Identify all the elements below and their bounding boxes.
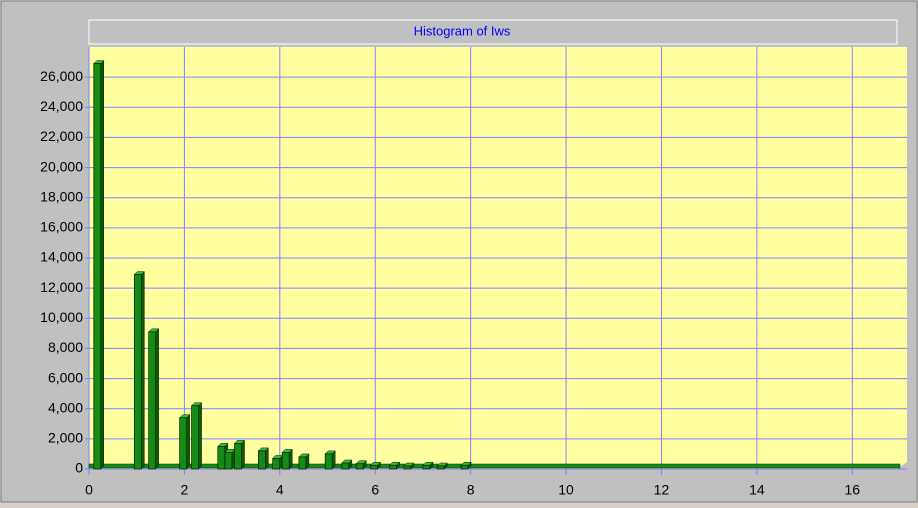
bar [148,328,160,470]
bar [298,453,310,470]
y-tick-label: 8,000 [48,339,83,355]
bar-part [281,452,290,470]
bar [324,450,336,470]
y-tick-label: 18,000 [40,188,83,204]
bar [436,462,448,470]
x-tick-label: 8 [467,482,475,498]
bar-part [141,270,145,470]
bar-part [234,443,242,470]
bar [190,402,203,470]
bar-part [179,417,187,470]
bar-part [341,462,350,470]
bar-part [224,452,233,470]
x-tick-label: 2 [181,482,189,498]
bar-part [241,439,245,470]
bar-part [191,405,199,470]
x-tick-label: 0 [85,482,93,498]
bar [93,59,105,470]
x-tick-label: 10 [558,482,574,498]
bar [179,414,191,470]
x-tick-label: 14 [749,482,765,498]
bar-part [258,450,266,470]
bar-part [298,456,307,470]
bar-part [155,328,159,470]
x-tick-label: 12 [654,482,670,498]
bar [257,447,269,470]
chart-title: Histogram of Iws [414,23,511,38]
bar [422,461,434,470]
y-tick-label: 16,000 [40,219,83,235]
bar-part [355,463,364,470]
y-tick-label: 24,000 [40,98,83,114]
bar [460,461,472,470]
y-tick-label: 20,000 [40,158,83,174]
y-tick-label: 22,000 [40,128,83,144]
baseline-strip [88,463,901,469]
bar [369,461,382,470]
bar [224,448,236,470]
y-tick-label: 10,000 [40,309,83,325]
bar-part [288,448,293,470]
bar-part [436,465,445,470]
bar [281,448,293,470]
bar-part [324,453,333,470]
bar [341,459,353,470]
y-tick-label: 6,000 [48,369,83,385]
bar-part [272,458,281,470]
x-tick-label: 16 [845,482,861,498]
bar-part [93,63,102,470]
y-tick-label: 12,000 [40,279,83,295]
bar-part [370,464,378,470]
bar-part [265,447,269,470]
bar [233,439,246,470]
bar [272,454,284,470]
y-tick-label: 4,000 [48,399,83,415]
x-tick-label: 4 [276,482,284,498]
bar [133,270,145,470]
bar-part [148,331,156,470]
y-tick-label: 2,000 [48,430,83,446]
bar-part [403,465,412,470]
x-tick-label: 6 [371,482,379,498]
bar-part [133,274,142,470]
bar-part [460,464,469,470]
bar-part [422,464,431,470]
bar-part [186,414,190,470]
title-box [88,19,898,45]
y-tick-label: 26,000 [40,68,83,84]
y-tick-label: 14,000 [40,249,83,265]
bar [388,461,401,470]
bar-part [389,464,397,470]
bar [355,460,367,470]
bar-part [217,446,226,470]
bar-part [100,59,105,470]
bar-part [198,402,202,470]
y-tick-label: 0 [75,460,83,476]
bar [403,462,415,470]
